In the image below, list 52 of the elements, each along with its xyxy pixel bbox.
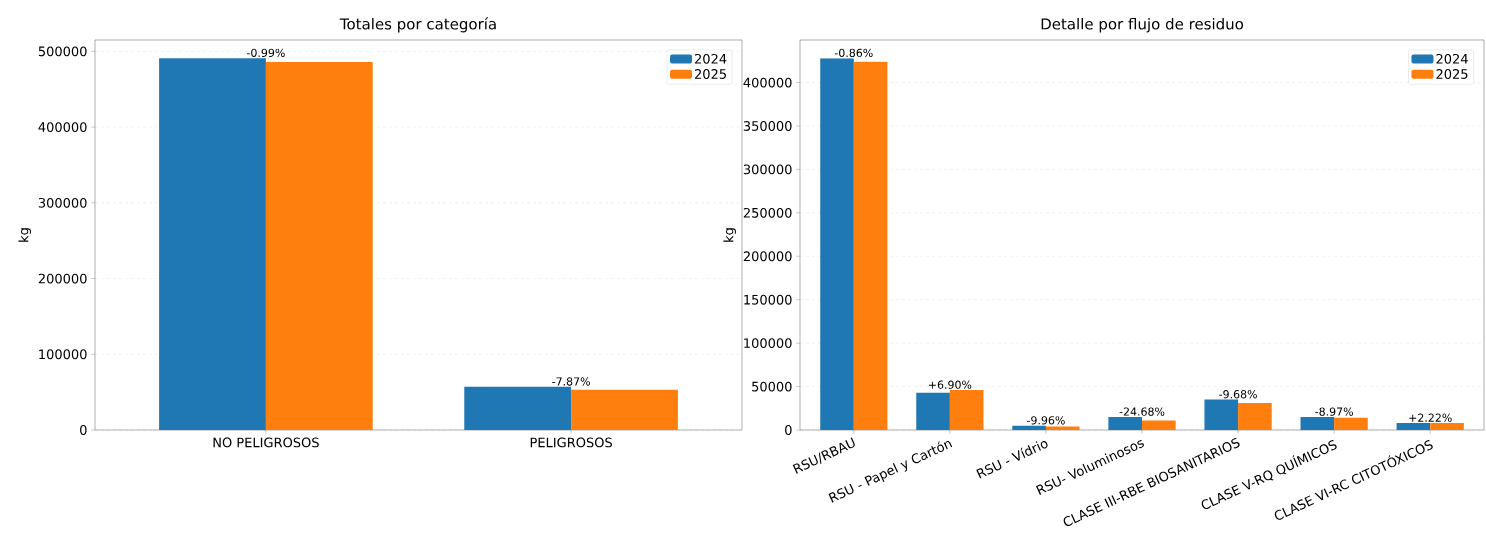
- bar: [949, 390, 984, 430]
- bar: [1012, 425, 1046, 430]
- y-tick-label: 400000: [743, 77, 792, 88]
- bar: [571, 389, 678, 430]
- chart-title: Totales por categoría: [339, 17, 496, 33]
- bar: [1300, 416, 1335, 430]
- y-tick-label: 350000: [743, 121, 792, 131]
- chart-title: Detalle por flujo de residuo: [1041, 17, 1244, 33]
- annotation: -0.99%: [246, 48, 285, 57]
- legend-label: 2024: [694, 53, 727, 64]
- bar: [1334, 417, 1368, 430]
- bar: [159, 58, 266, 430]
- x-tick-label: RSU - Vídrio: [976, 441, 1048, 479]
- annotation: -9.96%: [1027, 416, 1065, 425]
- y-tick-label: 200000: [38, 273, 87, 284]
- y-tick-label: 300000: [38, 197, 87, 208]
- annotation: +2.22%: [1409, 413, 1452, 422]
- y-axis-title: kg: [723, 228, 736, 242]
- x-tick-label: NO PELIGROSOS: [213, 437, 319, 448]
- y-tick-label: 400000: [38, 122, 87, 133]
- x-tick-label: PELIGROSOS: [530, 437, 612, 448]
- bar: [1142, 420, 1176, 430]
- bar: [916, 392, 950, 430]
- y-tick-label: 0: [80, 425, 87, 435]
- y-tick-label: 250000: [743, 207, 792, 218]
- bar: [1108, 416, 1143, 430]
- y-tick-label: 100000: [39, 349, 87, 360]
- y-tick-label: 0: [785, 425, 792, 435]
- y-tick-label: 300000: [743, 164, 792, 175]
- annotation: -0.86%: [834, 48, 873, 58]
- y-tick-label: 100000: [744, 338, 792, 349]
- y-tick-label: 200000: [743, 251, 792, 262]
- bar: [1238, 403, 1272, 430]
- y-tick-label: 500000: [38, 46, 87, 57]
- annotation: -7.87%: [552, 377, 590, 386]
- bar: [1430, 423, 1464, 430]
- bar: [265, 61, 373, 430]
- legend-label: 2025: [1436, 69, 1468, 79]
- legend-label: 2024: [1436, 53, 1468, 64]
- legend-label: 2025: [694, 69, 726, 79]
- annotation: -9.68%: [1219, 390, 1257, 399]
- bar: [820, 58, 854, 430]
- annotation: +6.90%: [928, 380, 972, 389]
- bar: [1204, 399, 1239, 430]
- bar: [853, 61, 888, 430]
- annotation: -24.68%: [1119, 407, 1165, 416]
- bar: [464, 386, 572, 430]
- y-tick-label: 150000: [744, 294, 792, 305]
- bar: [1396, 423, 1431, 430]
- y-tick-label: 50000: [752, 381, 792, 392]
- y-axis-title: kg: [18, 228, 31, 242]
- annotation: -8.97%: [1315, 407, 1353, 416]
